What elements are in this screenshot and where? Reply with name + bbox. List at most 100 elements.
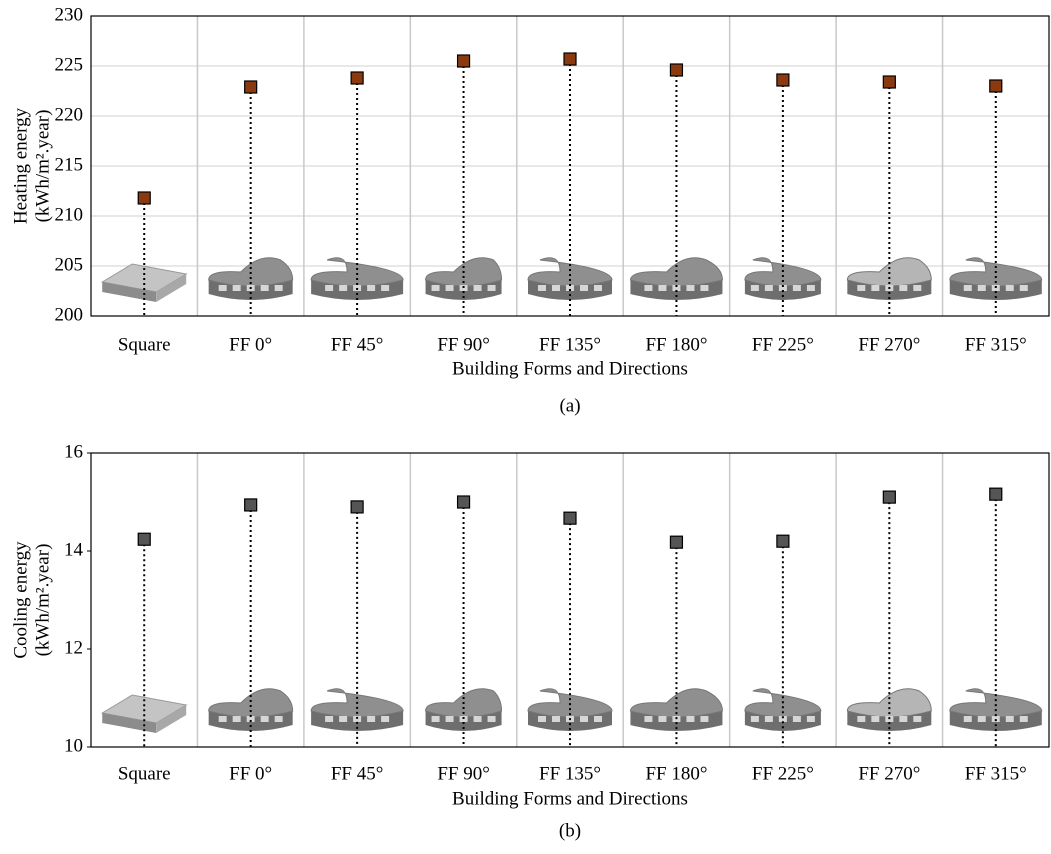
building-window	[857, 716, 865, 722]
building-window	[978, 285, 986, 291]
x-axis-label: Building Forms and Directions	[452, 788, 688, 809]
building-window	[793, 285, 801, 291]
building-window	[381, 285, 389, 291]
x-tick-label: FF 90°	[437, 334, 489, 355]
building-window	[765, 716, 773, 722]
building-window	[871, 285, 879, 291]
building-window	[367, 716, 375, 722]
x-tick-label: FF 135°	[539, 334, 601, 355]
building-window	[700, 285, 708, 291]
y-tick-label: 220	[55, 104, 84, 125]
building-window	[275, 716, 283, 722]
building-window	[913, 285, 921, 291]
y-tick-label: 200	[55, 304, 84, 325]
building-window	[857, 285, 865, 291]
y-axis-label: (kWh/m².year)	[32, 110, 53, 223]
building-window	[751, 285, 759, 291]
building-top	[528, 258, 612, 286]
x-axis-label: Building Forms and Directions	[452, 358, 688, 379]
x-tick-label: FF 315°	[965, 763, 1027, 784]
x-tick-label: FF 45°	[331, 763, 383, 784]
x-tick-label: FF 315°	[965, 334, 1027, 355]
x-tick-label: FF 0°	[229, 334, 272, 355]
building-window	[913, 716, 921, 722]
building-window	[552, 285, 560, 291]
building-window	[765, 285, 773, 291]
building-window	[644, 285, 652, 291]
marker	[777, 535, 789, 547]
marker	[458, 496, 470, 508]
building-top	[209, 258, 293, 286]
x-tick-label: FF 225°	[752, 763, 814, 784]
building-window	[432, 716, 440, 722]
building-window	[580, 285, 588, 291]
x-tick-label: FF 225°	[752, 334, 814, 355]
building-window	[899, 716, 907, 722]
building-window	[474, 285, 482, 291]
building-window	[233, 716, 241, 722]
building-window	[594, 285, 602, 291]
building-window	[538, 716, 546, 722]
building-window	[339, 285, 347, 291]
building-window	[432, 285, 440, 291]
marker	[351, 501, 363, 513]
marker	[138, 533, 150, 545]
x-tick-label: FF 270°	[858, 334, 920, 355]
x-tick-label: FF 45°	[331, 334, 383, 355]
building-window	[339, 716, 347, 722]
building-window	[807, 285, 815, 291]
marker	[245, 81, 257, 93]
building-top	[950, 689, 1042, 717]
x-tick-label: FF 180°	[645, 334, 707, 355]
caption: (a)	[559, 395, 580, 416]
building-window	[751, 716, 759, 722]
building-window	[807, 716, 815, 722]
x-tick-label: FF 270°	[858, 763, 920, 784]
marker	[670, 536, 682, 548]
building-window	[474, 716, 482, 722]
y-tick-label: 10	[64, 735, 83, 756]
building-window	[219, 285, 227, 291]
building-window	[700, 716, 708, 722]
marker	[990, 80, 1002, 92]
x-tick-label: FF 180°	[645, 763, 707, 784]
building-window	[325, 285, 333, 291]
x-tick-label: FF 90°	[437, 763, 489, 784]
building-window	[275, 285, 283, 291]
building-window	[964, 716, 972, 722]
building-window	[594, 716, 602, 722]
building-window	[367, 285, 375, 291]
y-tick-label: 14	[64, 539, 84, 560]
building-window	[1006, 285, 1014, 291]
x-tick-label: FF 135°	[539, 763, 601, 784]
building-window	[658, 285, 666, 291]
building-top	[528, 689, 612, 717]
building-window	[261, 285, 269, 291]
y-tick-label: 210	[55, 204, 84, 225]
building-window	[381, 716, 389, 722]
y-axis-label: Cooling energy	[10, 541, 31, 659]
building-window	[1020, 285, 1028, 291]
building-window	[793, 716, 801, 722]
building-window	[446, 285, 454, 291]
building-window	[325, 716, 333, 722]
building-window	[538, 285, 546, 291]
building-window	[488, 285, 496, 291]
building-window	[686, 716, 694, 722]
y-tick-label: 225	[55, 54, 84, 75]
marker	[990, 488, 1002, 500]
building-window	[1020, 716, 1028, 722]
building-top	[847, 258, 931, 286]
y-tick-label: 230	[55, 4, 84, 25]
marker	[564, 53, 576, 65]
building-window	[644, 716, 652, 722]
y-tick-label: 205	[55, 254, 84, 275]
marker	[883, 76, 895, 88]
building-window	[219, 716, 227, 722]
building-window	[871, 716, 879, 722]
building-window	[233, 285, 241, 291]
marker	[670, 64, 682, 76]
y-axis-label: Heating energy	[10, 107, 31, 224]
x-tick-label: FF 0°	[229, 763, 272, 784]
building-window	[899, 285, 907, 291]
